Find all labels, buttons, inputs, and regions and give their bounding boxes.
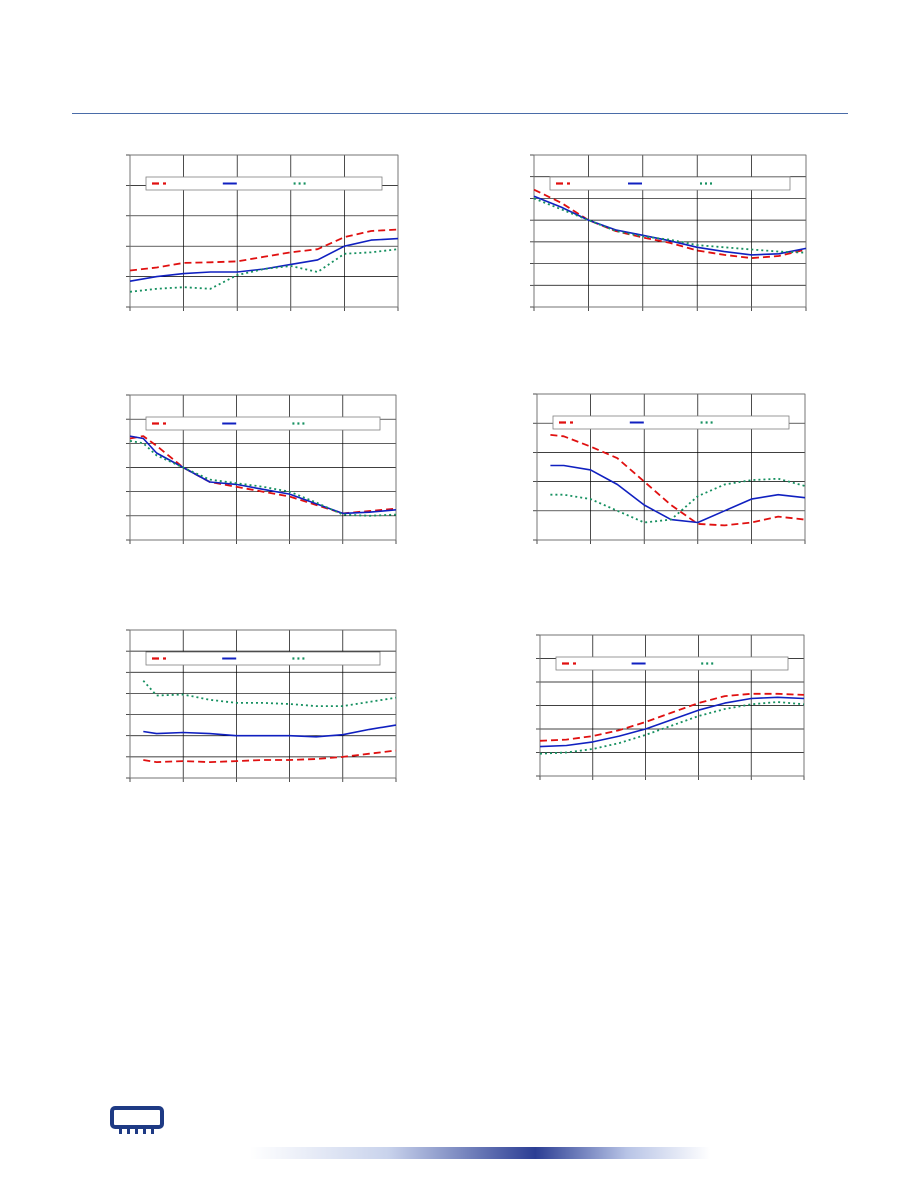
legend [145,176,383,191]
legend [549,176,791,191]
series-line-3 [533,197,807,254]
chart-middle-left-plot [126,394,397,544]
chart-bottom-left-plot [126,629,397,782]
plot-frame [539,634,805,777]
legend [145,651,381,666]
series-line-3 [129,248,399,293]
series-line-1 [129,228,399,272]
series-line-2 [539,696,805,748]
plot-frame [129,629,397,779]
chart-bottom-right [536,634,805,780]
series-line-2 [129,435,397,515]
footer-gradient-bar [250,1147,710,1159]
series-line-1 [129,435,397,515]
plot-frame [129,154,399,308]
legend-box [145,176,383,191]
chart-top-left-plot [126,154,399,311]
legend [145,416,381,431]
chart-bottom-left [126,629,397,782]
legend [552,415,790,430]
legend-box [145,416,381,431]
series-line-3 [129,440,397,517]
series-line-3 [142,680,397,707]
series-line-2 [143,724,397,738]
legend [555,656,789,671]
series-line-3 [539,701,805,755]
series-line-1 [533,188,807,259]
chart-top-right [530,154,807,311]
header-rule [72,113,848,114]
chart-middle-left [126,394,397,544]
plot-frame [129,394,397,541]
series-line-1 [550,434,806,527]
legend-box [549,176,791,191]
plot-frame [533,154,807,308]
chart-middle-right-plot [533,393,806,544]
legend-box [552,415,790,430]
chip-icon [110,1106,164,1136]
chart-top-right-plot [530,154,807,311]
chart-bottom-right-plot [536,634,805,780]
series-line-2 [533,195,807,256]
series-line-3 [550,477,806,524]
series-line-1 [539,692,805,742]
chart-middle-right [533,393,806,544]
series-line-1 [143,749,397,763]
chart-top-left [126,154,399,311]
series-line-2 [129,237,399,282]
legend-box [145,651,381,666]
legend-box [555,656,789,671]
series-line-2 [550,464,806,524]
plot-frame [536,393,806,541]
